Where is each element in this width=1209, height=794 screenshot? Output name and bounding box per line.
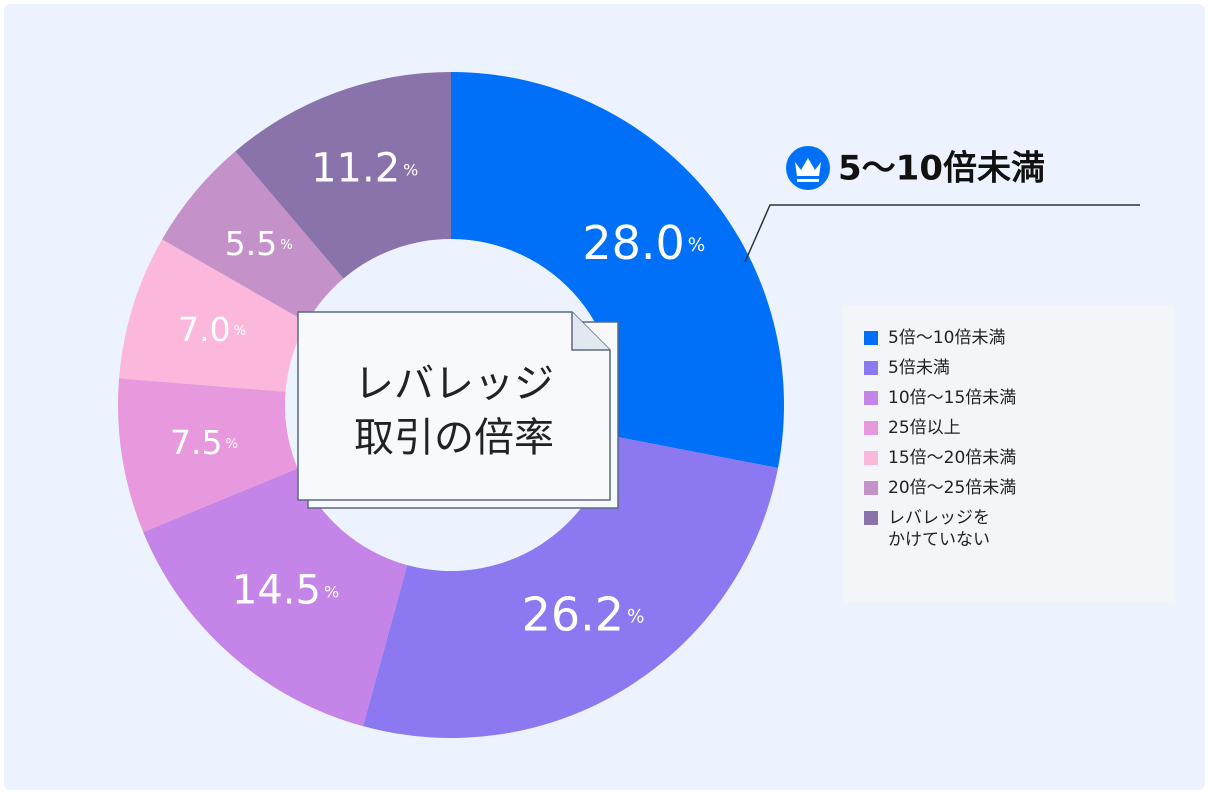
wedge	[451, 72, 784, 468]
wedge	[363, 436, 778, 738]
value-number: 7.5	[170, 422, 222, 461]
legend-item: 15倍～20倍未満	[864, 447, 1175, 469]
value-label: 11.2%	[311, 145, 418, 191]
annotation: 5〜10倍未満	[838, 149, 1045, 189]
legend: 5倍～10倍未満 5倍未満 10倍～15倍未満 25倍以上 15倍～20倍未満 20倍～2…	[842, 305, 1175, 603]
value-label: 26.2%	[522, 587, 645, 641]
value-unit: %	[234, 324, 247, 339]
value-number: 26.2	[522, 587, 624, 641]
value-label: 7.0%	[178, 310, 246, 349]
value-label: 7.5%	[170, 422, 238, 461]
value-label: 14.5%	[232, 567, 339, 613]
legend-swatch	[864, 451, 878, 465]
center-label: 取引の倍率	[354, 415, 554, 461]
legend-swatch	[864, 331, 878, 345]
legend-item: 20倍～25倍未満	[864, 477, 1175, 499]
value-label: 28.0%	[582, 215, 705, 269]
legend-swatch	[864, 391, 878, 405]
wedge	[235, 72, 451, 279]
wedge	[117, 378, 298, 533]
legend-label: 15倍～20倍未満	[888, 448, 1017, 468]
wedge	[143, 468, 408, 727]
value-unit: %	[324, 582, 339, 601]
value-unit: %	[280, 238, 293, 253]
wedge	[162, 151, 344, 323]
legend-item: 25倍以上	[864, 417, 1175, 439]
legend-label: レバレッジを かけていない	[888, 508, 990, 550]
legend-label: 25倍以上	[888, 418, 961, 438]
value-number: 5.5	[225, 224, 277, 263]
value-number: 11.2	[311, 145, 400, 191]
value-number: 28.0	[582, 215, 684, 269]
value-unit: %	[627, 606, 644, 627]
legend-item: 5倍未満	[864, 357, 1175, 379]
legend-swatch	[864, 511, 878, 525]
legend-item: 5倍～10倍未満	[864, 327, 1175, 349]
legend-swatch	[864, 481, 878, 495]
legend-item: 10倍～15倍未満	[864, 387, 1175, 409]
legend-label: 20倍～25倍未満	[888, 478, 1017, 498]
legend-label: 5倍未満	[888, 358, 950, 378]
value-unit: %	[225, 437, 238, 452]
center-label: レバレッジ	[354, 361, 554, 407]
legend-swatch	[864, 421, 878, 435]
legend-label: 5倍～10倍未満	[888, 328, 1006, 348]
legend-label: 10倍～15倍未満	[888, 388, 1017, 408]
value-unit: %	[688, 235, 705, 256]
center-note: レバレッジ 取引の倍率	[297, 311, 619, 509]
legend-item: レバレッジを かけていない	[864, 507, 1175, 551]
wedge	[119, 239, 307, 392]
value-unit: %	[403, 160, 418, 179]
value-label: 5.5%	[225, 224, 293, 263]
callout: 5〜10倍未満	[744, 146, 1140, 263]
value-number: 7.0	[178, 310, 230, 349]
legend-swatch	[864, 361, 878, 375]
value-number: 14.5	[232, 567, 321, 613]
